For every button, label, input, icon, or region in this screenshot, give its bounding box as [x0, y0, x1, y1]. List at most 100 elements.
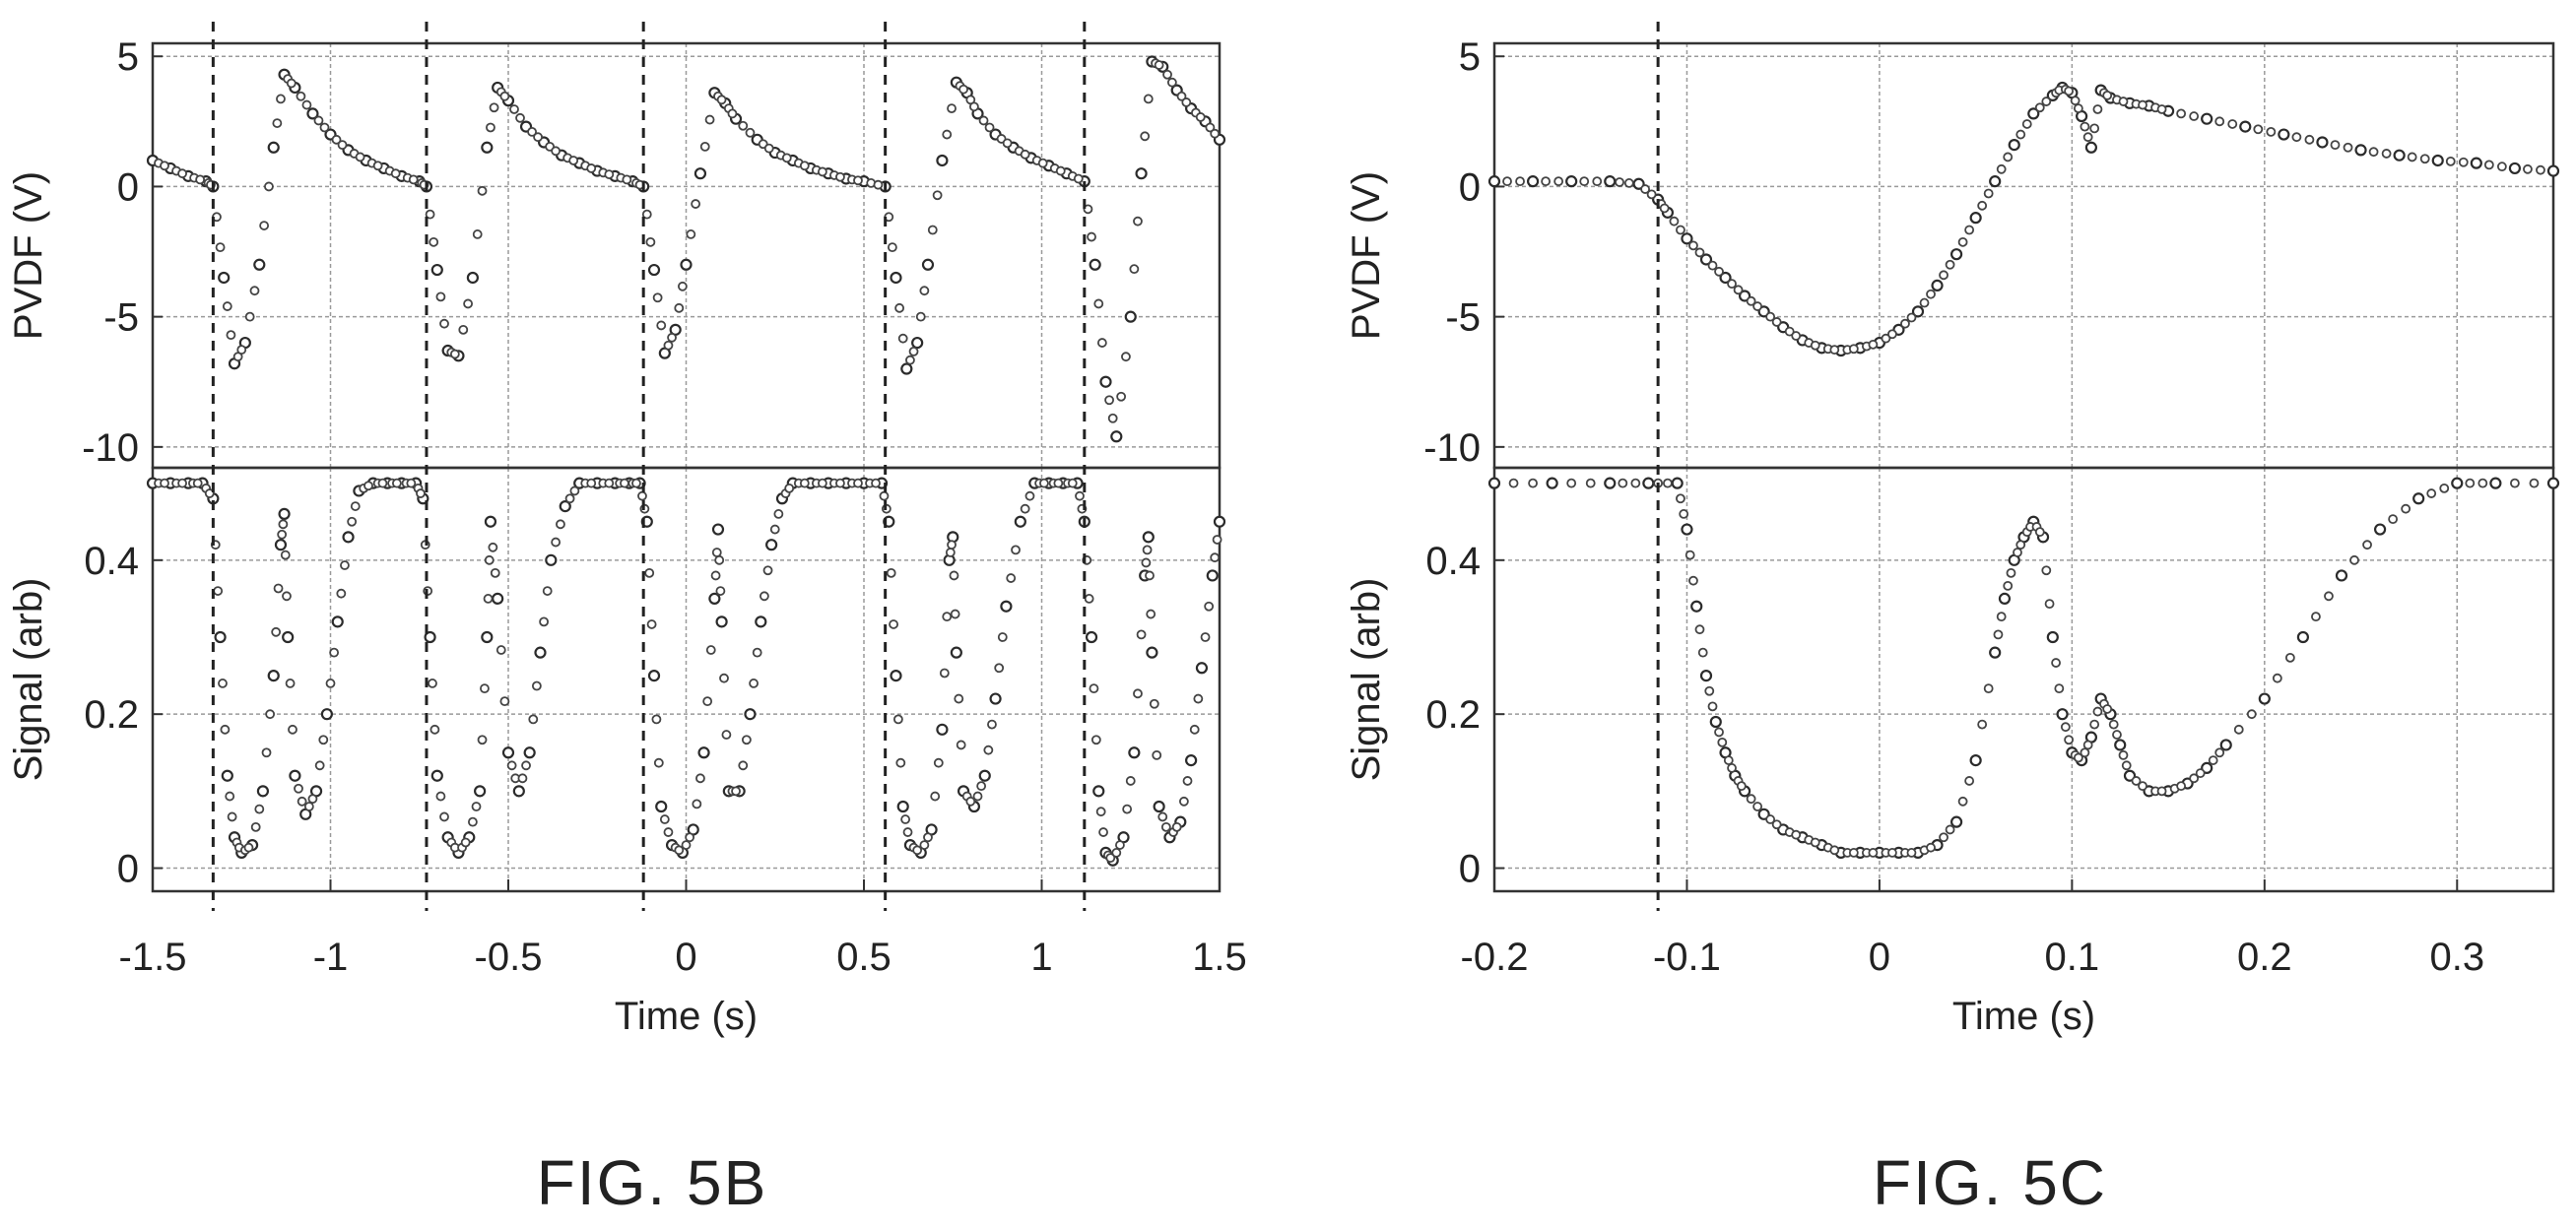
data-point	[1195, 662, 1209, 675]
trace-marker	[1171, 821, 1182, 832]
trace-marker	[2324, 591, 2334, 602]
trace-marker	[2349, 554, 2359, 565]
trace-marker	[653, 757, 664, 768]
data-point	[744, 708, 757, 721]
trace-marker	[984, 122, 995, 133]
data-point	[1099, 375, 1112, 388]
data-point	[2084, 141, 2098, 154]
trace-marker	[2082, 132, 2093, 143]
trace-marker	[1162, 69, 1172, 80]
trace-marker	[1073, 173, 1084, 184]
trace-marker	[927, 225, 938, 235]
y-tick-label: -10	[82, 426, 139, 470]
data-point	[2489, 477, 2502, 489]
data-point	[890, 669, 902, 682]
trace-marker	[1133, 216, 1143, 227]
trace-marker	[1142, 545, 1153, 555]
trace-marker	[1585, 478, 1596, 488]
trace-marker	[2102, 90, 2113, 100]
trace-marker	[1964, 225, 1975, 235]
data-point	[1546, 477, 1558, 489]
trace-marker	[1115, 840, 1125, 850]
y-tick-label: -5	[1445, 296, 1481, 340]
trace-marker	[763, 143, 774, 154]
trace-marker	[1140, 131, 1151, 142]
trace-marker	[721, 730, 732, 740]
trace-marker	[1848, 344, 1859, 355]
trace-marker	[278, 519, 289, 530]
trace-marker	[528, 714, 539, 725]
trace-marker	[276, 94, 286, 104]
data-point	[1969, 753, 1982, 767]
trace-marker	[1090, 735, 1101, 745]
trace-marker	[1906, 848, 1917, 858]
data-point	[1709, 715, 1722, 729]
data-point	[711, 523, 725, 536]
data-point	[2451, 477, 2464, 489]
x-axis-label: Time (s)	[615, 995, 758, 1038]
data-point	[911, 336, 924, 350]
y-tick-label: 5	[1459, 35, 1481, 79]
trace-marker	[1020, 503, 1030, 514]
trace-marker	[1541, 176, 1552, 187]
trace-marker	[1502, 176, 1512, 187]
trace-marker	[2082, 740, 2093, 750]
trace-marker	[817, 166, 827, 177]
trace-marker	[1659, 203, 1670, 214]
trace-marker	[1528, 478, 1538, 488]
data-point	[289, 769, 301, 782]
data-point	[1565, 175, 1578, 188]
trace-marker	[429, 724, 440, 735]
data-point	[2412, 492, 2425, 505]
trace-marker	[1977, 719, 1988, 730]
trace-marker	[390, 168, 401, 179]
trace-marker	[987, 719, 997, 730]
trace-marker	[956, 740, 966, 750]
trace-marker	[745, 127, 756, 138]
trace-marker	[429, 236, 439, 247]
trace-marker	[177, 478, 187, 488]
trace-marker	[942, 612, 953, 622]
trace-marker	[213, 586, 224, 596]
trace-marker	[1146, 609, 1156, 619]
data-point	[1989, 646, 2002, 659]
trace-marker	[517, 773, 528, 784]
trace-marker	[2330, 140, 2341, 151]
trace-marker	[1646, 189, 1657, 200]
trace-marker	[160, 478, 169, 488]
data-point	[2335, 569, 2348, 582]
data-point	[1085, 630, 1098, 644]
trace-marker	[972, 791, 983, 802]
trace-marker	[2089, 719, 2100, 730]
trace-marker	[2102, 704, 2113, 714]
data-point	[765, 539, 778, 551]
trace-marker	[2006, 567, 2016, 578]
trace-marker	[250, 821, 261, 832]
trace-marker	[2176, 781, 2187, 792]
trace-marker	[2483, 160, 2494, 170]
trace-marker	[449, 349, 460, 359]
trace-marker	[1727, 279, 1737, 290]
trace-marker	[1993, 629, 2004, 640]
trace-marker	[2034, 527, 2045, 538]
trace-marker	[817, 478, 827, 488]
trace-marker	[391, 478, 402, 488]
trace-marker	[2233, 724, 2244, 735]
trace-marker	[307, 794, 318, 805]
x-axis-label: Time (s)	[1952, 995, 2095, 1038]
trace-marker	[644, 567, 655, 578]
trace-marker	[355, 152, 365, 162]
data-point	[221, 769, 233, 782]
trace-marker	[905, 355, 915, 365]
x-tick-label: -0.5	[475, 936, 543, 979]
data-point	[989, 692, 1002, 705]
trace-marker	[702, 696, 713, 707]
trace-marker	[467, 816, 478, 827]
trace-marker	[2343, 142, 2353, 153]
trace-marker	[919, 286, 930, 296]
trace-marker	[1623, 178, 1634, 188]
data-point	[896, 800, 909, 813]
trace-marker	[2112, 730, 2122, 740]
y-tick-label: 0.2	[84, 693, 139, 737]
trace-marker	[218, 679, 228, 688]
